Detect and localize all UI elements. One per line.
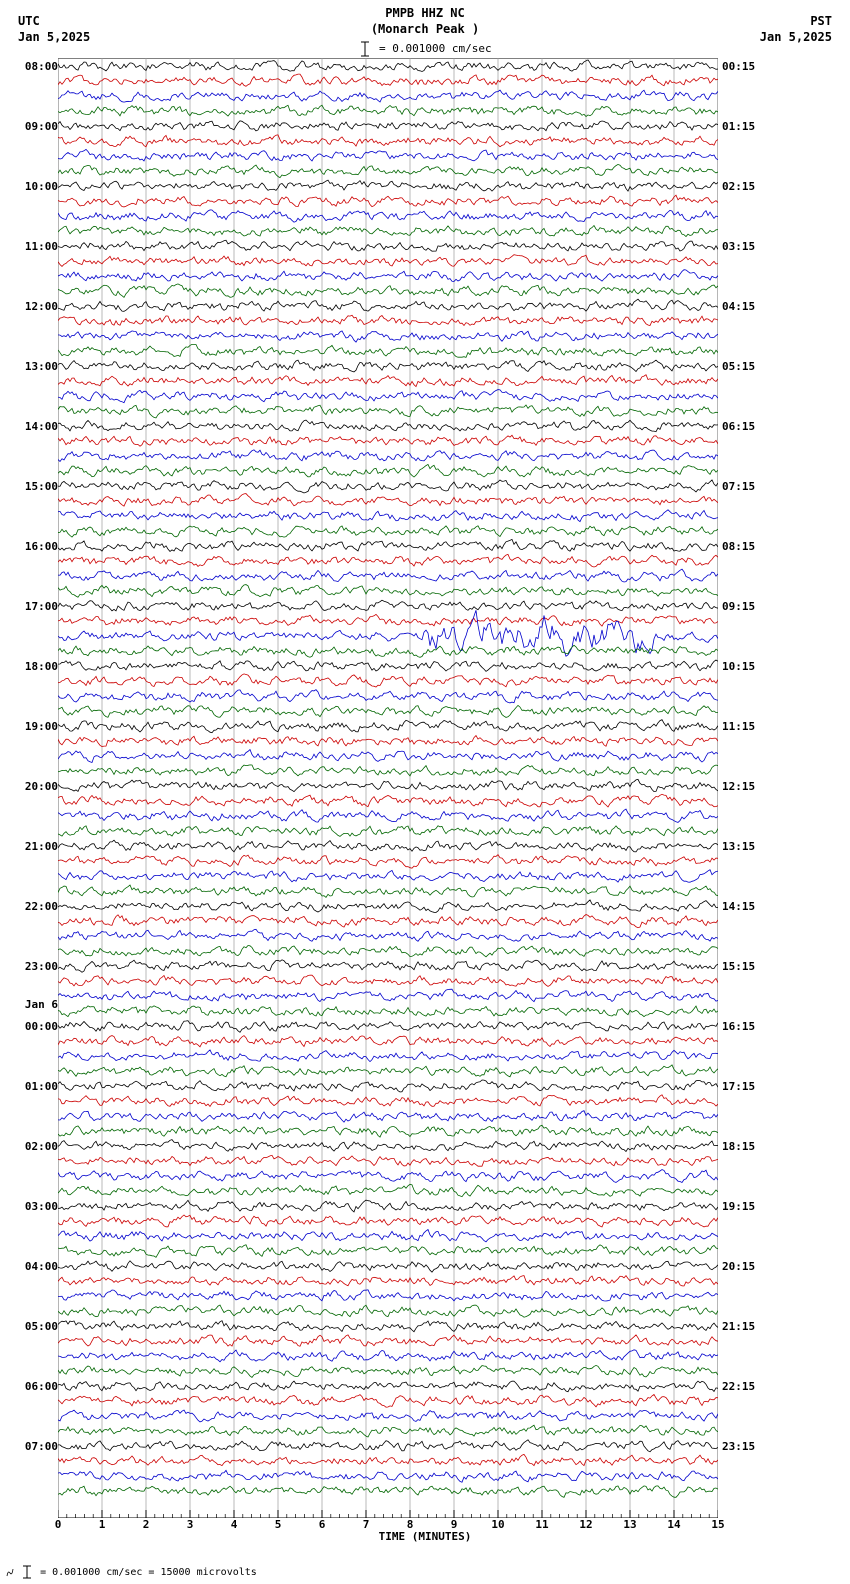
left-hour-label: 06:00: [25, 1380, 58, 1393]
left-hour-label: 15:00: [25, 480, 58, 493]
right-hour-label: 21:15: [722, 1320, 755, 1333]
right-hour-label: 09:15: [722, 600, 755, 613]
scale-text: = 0.001000 cm/sec: [379, 42, 492, 55]
left-hour-label: 01:00: [25, 1080, 58, 1093]
right-hour-label: 15:15: [722, 960, 755, 973]
right-hour-label: 18:15: [722, 1140, 755, 1153]
left-hour-label: 13:00: [25, 360, 58, 373]
right-hour-label: 17:15: [722, 1080, 755, 1093]
left-hour-label: Jan 6: [25, 998, 58, 1011]
left-hour-label: 09:00: [25, 120, 58, 133]
left-hour-label: 02:00: [25, 1140, 58, 1153]
left-hour-label: 22:00: [25, 900, 58, 913]
left-hour-label: 10:00: [25, 180, 58, 193]
footer-scale: = 0.001000 cm/sec = 15000 microvolts: [6, 1565, 257, 1579]
right-hour-label: 00:15: [722, 60, 755, 73]
right-hour-label: 13:15: [722, 840, 755, 853]
left-hour-label: 04:00: [25, 1260, 58, 1273]
plot-area: [58, 58, 718, 1518]
seismogram-svg: [58, 58, 718, 1518]
pst-title: PST: [760, 14, 832, 30]
right-hour-label: 01:15: [722, 120, 755, 133]
right-hour-label: 14:15: [722, 900, 755, 913]
right-hour-label: 06:15: [722, 420, 755, 433]
footer-text: = 0.001000 cm/sec = 15000 microvolts: [40, 1567, 257, 1578]
left-hour-label: 21:00: [25, 840, 58, 853]
left-hour-label: 03:00: [25, 1200, 58, 1213]
right-hour-label: 19:15: [722, 1200, 755, 1213]
header-center: PMPB HHZ NC (Monarch Peak ): [0, 6, 850, 37]
left-hour-label: 16:00: [25, 540, 58, 553]
left-hour-label: 14:00: [25, 420, 58, 433]
left-hour-label: 19:00: [25, 720, 58, 733]
left-hour-label: 12:00: [25, 300, 58, 313]
right-hour-label: 22:15: [722, 1380, 755, 1393]
left-hour-label: 11:00: [25, 240, 58, 253]
right-hour-label: 03:15: [722, 240, 755, 253]
left-hour-label: 23:00: [25, 960, 58, 973]
right-hour-label: 02:15: [722, 180, 755, 193]
right-hour-label: 20:15: [722, 1260, 755, 1273]
right-hour-label: 05:15: [722, 360, 755, 373]
left-hour-label: 07:00: [25, 1440, 58, 1453]
right-hour-label: 11:15: [722, 720, 755, 733]
left-hour-label: 05:00: [25, 1320, 58, 1333]
left-hour-label: 08:00: [25, 60, 58, 73]
left-hour-label: 00:00: [25, 1020, 58, 1033]
xaxis-label: TIME (MINUTES): [0, 1530, 850, 1543]
station-code: PMPB HHZ NC: [0, 6, 850, 22]
scale-indicator: = 0.001000 cm/sec: [0, 40, 850, 58]
left-hour-label: 18:00: [25, 660, 58, 673]
right-hour-label: 08:15: [722, 540, 755, 553]
left-hour-label: 20:00: [25, 780, 58, 793]
station-location: (Monarch Peak ): [0, 22, 850, 38]
right-hour-label: 07:15: [722, 480, 755, 493]
seismogram-container: UTC Jan 5,2025 PMPB HHZ NC (Monarch Peak…: [0, 0, 850, 1584]
right-hour-label: 10:15: [722, 660, 755, 673]
right-hour-label: 16:15: [722, 1020, 755, 1033]
left-hour-label: 17:00: [25, 600, 58, 613]
right-hour-label: 23:15: [722, 1440, 755, 1453]
right-hour-label: 12:15: [722, 780, 755, 793]
right-hour-label: 04:15: [722, 300, 755, 313]
